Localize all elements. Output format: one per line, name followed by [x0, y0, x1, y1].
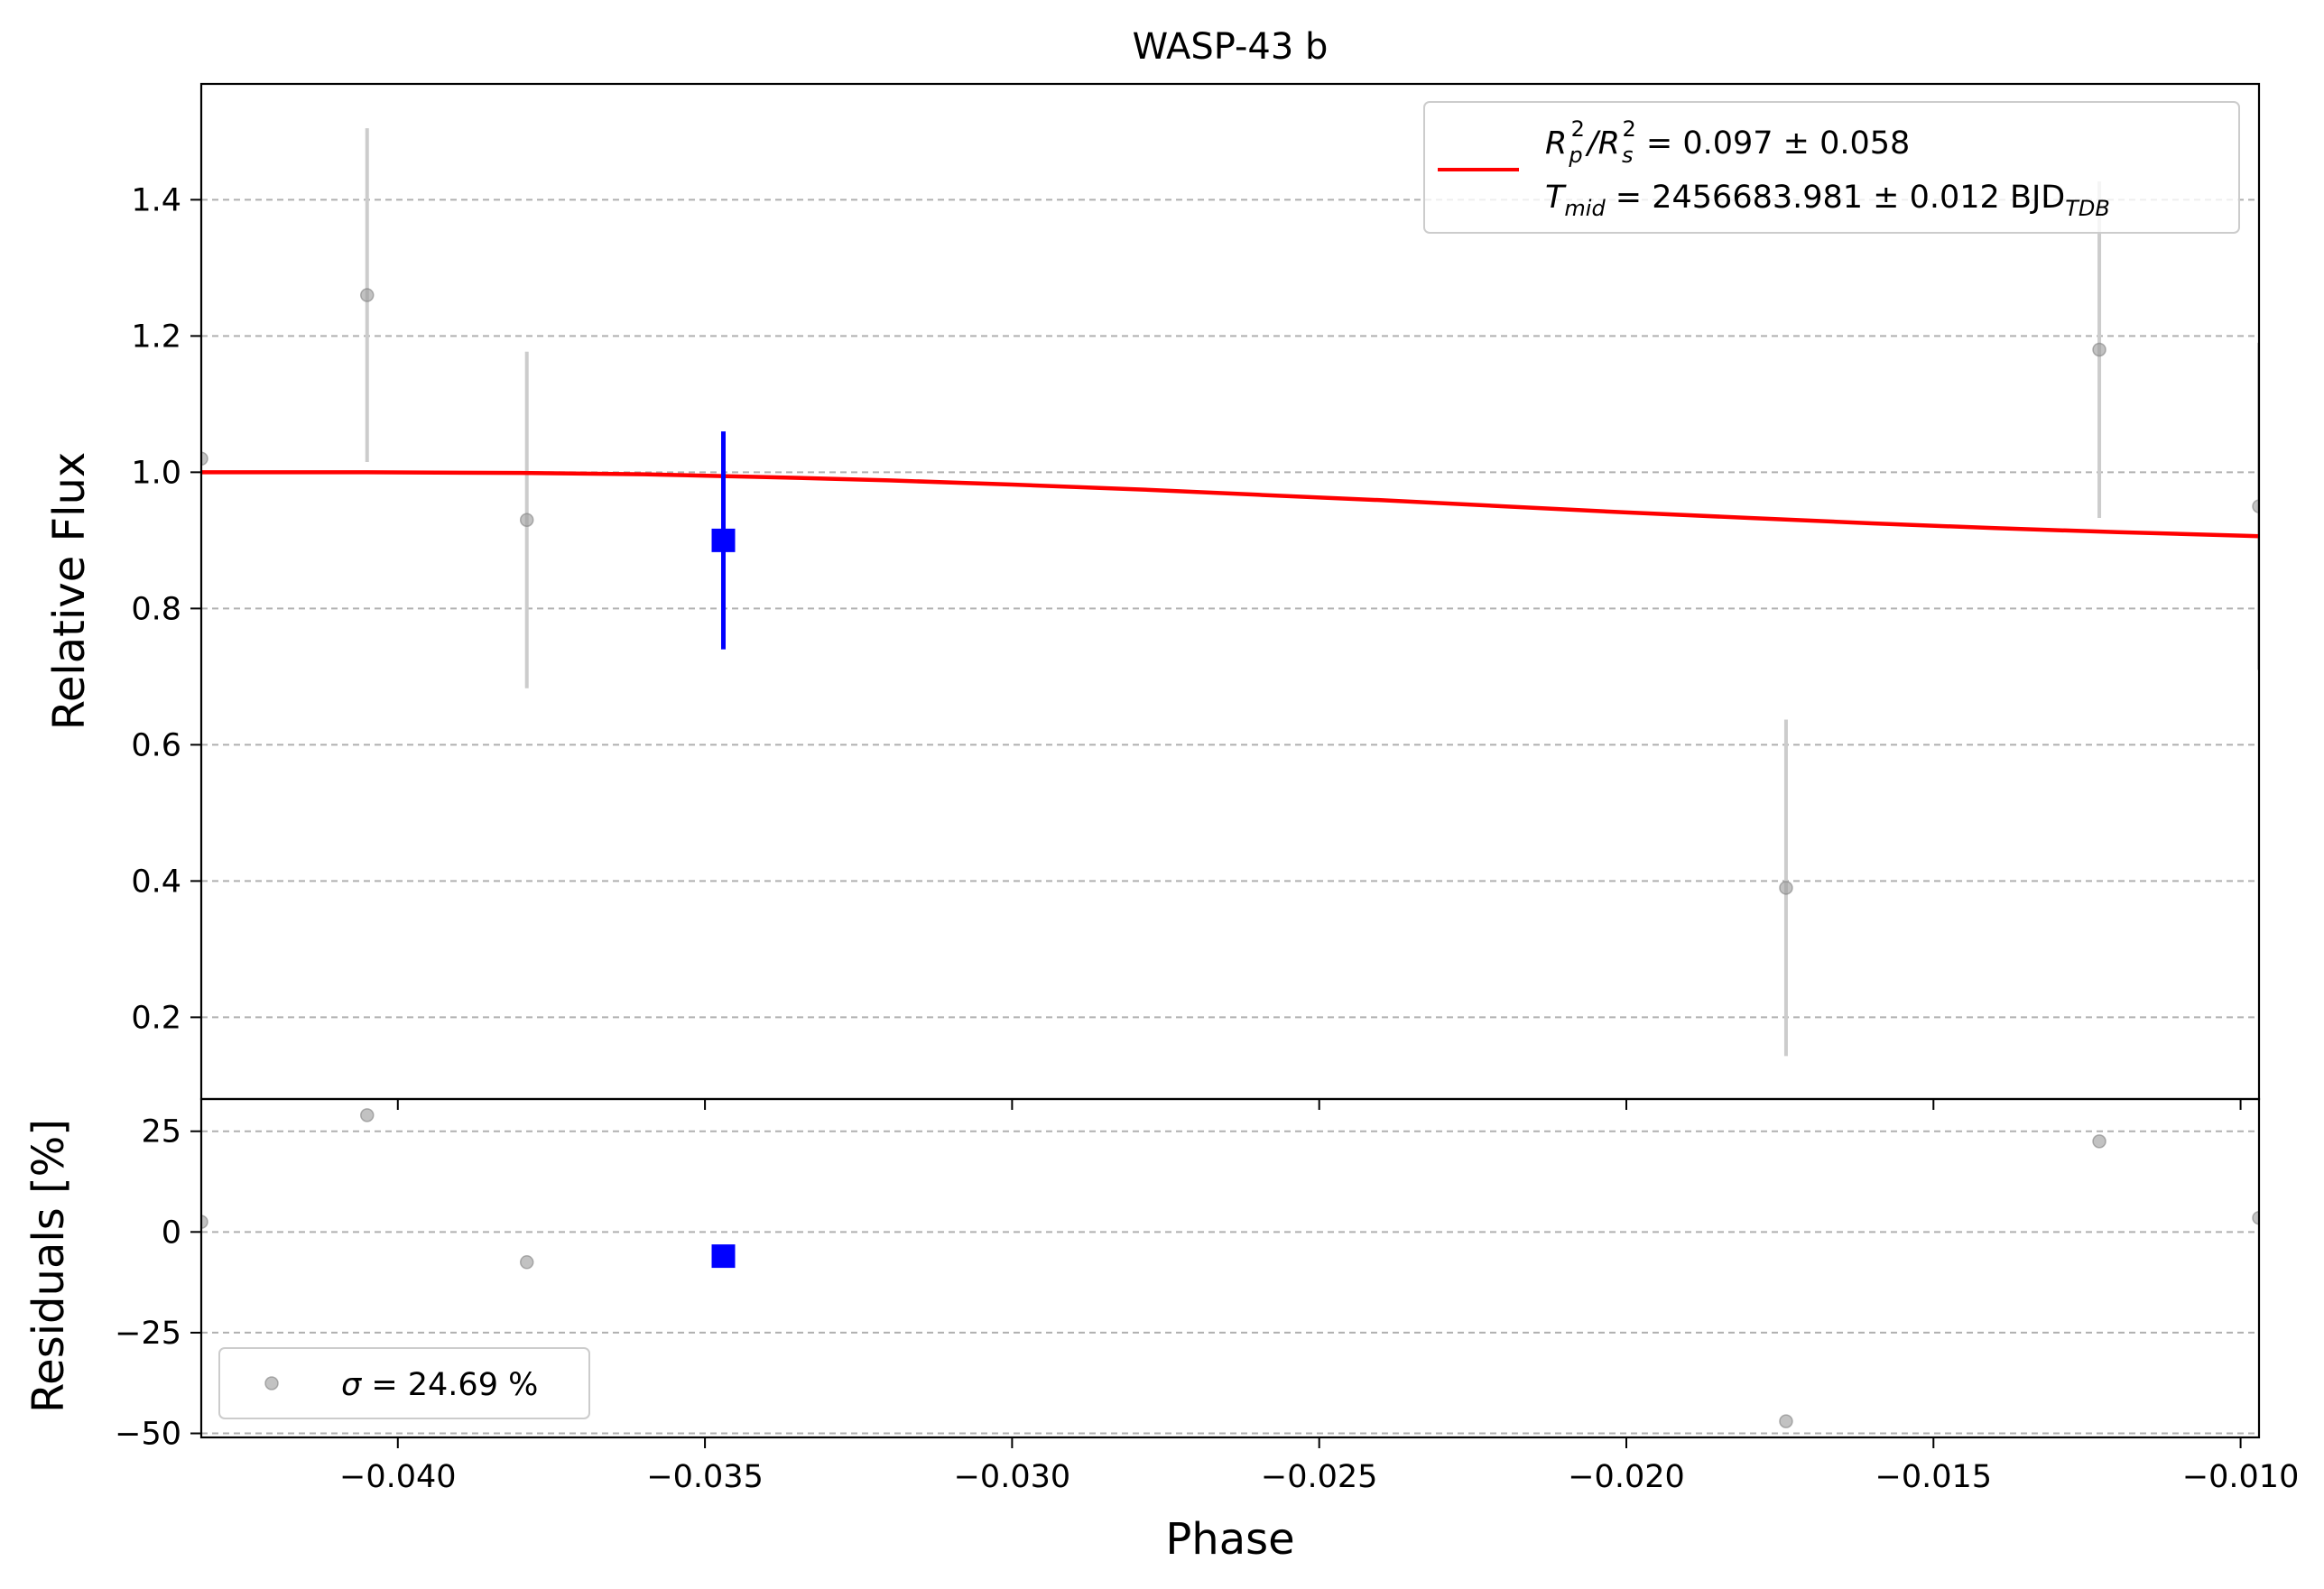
- residual-gridlines: [201, 1130, 2259, 1435]
- legend-radius-ratio: Rp2/Rs2 = 0.097 ± 0.058: [1545, 116, 1910, 168]
- x-tick-label: −0.040: [339, 1459, 457, 1495]
- legend-t-symbol: T: [1545, 180, 1567, 216]
- main-panel: 0.20.40.60.81.01.21.4 Relative Flux Rp2/…: [44, 82, 2261, 1110]
- chart-title: WASP-43 b: [1133, 26, 1329, 68]
- main-y-ticks: 0.2 0.4 0.6 0.8 1.0 1.2 1.4: [131, 182, 201, 1036]
- legend-r-symbol: R: [1545, 125, 1567, 162]
- legend-sigma: σ = 24.69 %: [341, 1367, 538, 1403]
- main-y-tick-label: 0.2: [131, 1000, 181, 1036]
- residual-raw-point: [201, 1215, 208, 1229]
- legend-depth-value: = 0.097 ± 0.058: [1636, 125, 1911, 162]
- legend-slash-r: /R: [1585, 125, 1620, 162]
- residual-binned-points: [711, 1244, 736, 1269]
- main-gridlines: [201, 199, 2259, 1019]
- residual-raw-point: [2092, 1134, 2106, 1149]
- model-line: [201, 470, 2259, 539]
- x-tick-label: −0.010: [2182, 1459, 2300, 1495]
- residual-y-tick-label: 25: [141, 1114, 181, 1150]
- main-y-tick-label: 1.0: [131, 455, 181, 491]
- main-x-ticks: [396, 1099, 2242, 1110]
- legend-sigma-symbol: σ: [341, 1367, 363, 1403]
- main-y-tick-label: 0.8: [131, 591, 181, 627]
- main-axes-frame: [199, 82, 2261, 1101]
- main-raw-point: [1779, 881, 1793, 895]
- legend-midtime-value: = 2456683.981 ± 0.012 BJD: [1606, 180, 2066, 216]
- main-y-tick-label: 1.2: [131, 319, 181, 355]
- main-raw-point: [201, 451, 208, 467]
- binned-point: [711, 528, 736, 552]
- residual-legend-frame: [218, 1347, 590, 1419]
- residual-binned-point: [711, 1244, 736, 1269]
- residual-raw-point: [519, 1255, 534, 1270]
- legend-r-sup-2b: 2: [1622, 116, 1635, 142]
- legend-residual-swatch: [264, 1376, 279, 1390]
- main-y-axis-label: Relative Flux: [44, 452, 95, 731]
- legend-t-sub-mid: mid: [1564, 196, 1606, 221]
- main-raw-point: [2092, 342, 2106, 357]
- main-binned-points: [711, 431, 736, 650]
- residual-raw-point: [2252, 1210, 2259, 1225]
- legend-r-sub-s: s: [1622, 143, 1634, 168]
- residual-y-axis-label: Residuals [%]: [23, 1119, 74, 1413]
- main-y-tick-label: 1.4: [131, 182, 181, 218]
- main-raw-point: [2252, 499, 2259, 513]
- residual-raw-point: [1779, 1414, 1793, 1428]
- residual-axes-frame: [199, 1097, 2261, 1439]
- legend-sigma-value: = 24.69 %: [361, 1367, 538, 1403]
- main-raw-points: [201, 128, 2259, 1057]
- main-y-tick-label: 0.4: [131, 864, 181, 900]
- residuals-panel: −50 −25 0 25 −0.040 −0.035 −0.030 −0.025 −0.020…: [23, 1097, 2299, 1565]
- residual-y-tick-label: 0: [162, 1215, 181, 1251]
- residual-y-tick-label: −50: [115, 1417, 181, 1453]
- residual-y-tick-label: −25: [115, 1316, 181, 1352]
- x-tick-label: −0.015: [1875, 1459, 1993, 1495]
- x-tick-label: −0.030: [954, 1459, 1071, 1495]
- residual-y-ticks: −50 −25 0 25: [115, 1114, 201, 1453]
- legend-midtime: Tmid = 2456683.981 ± 0.012 BJDTDB: [1545, 180, 2110, 221]
- main-raw-point: [519, 513, 534, 527]
- x-tick-label: −0.020: [1568, 1459, 1685, 1495]
- main-legend-frame: [1423, 101, 2240, 234]
- residual-raw-point: [360, 1108, 375, 1122]
- residual-legend: σ = 24.69 %: [218, 1347, 590, 1419]
- legend-tdb-sub: TDB: [2065, 196, 2110, 221]
- x-tick-label: −0.025: [1261, 1459, 1378, 1495]
- main-y-tick-label: 0.6: [131, 727, 181, 763]
- main-legend: Rp2/Rs2 = 0.097 ± 0.058 Tmid = 2456683.9…: [1423, 101, 2240, 234]
- residual-x-ticks: −0.040 −0.035 −0.030 −0.025 −0.020 −0.015 −0.0…: [339, 1437, 2299, 1495]
- legend-r-sup-2: 2: [1571, 116, 1585, 142]
- model-curve: [201, 470, 2259, 539]
- x-axis-label: Phase: [1165, 1514, 1294, 1565]
- residual-raw-points: [201, 1108, 2259, 1428]
- main-raw-point: [360, 288, 375, 302]
- legend-r-sub-p: p: [1568, 143, 1582, 168]
- x-tick-label: −0.035: [646, 1459, 764, 1495]
